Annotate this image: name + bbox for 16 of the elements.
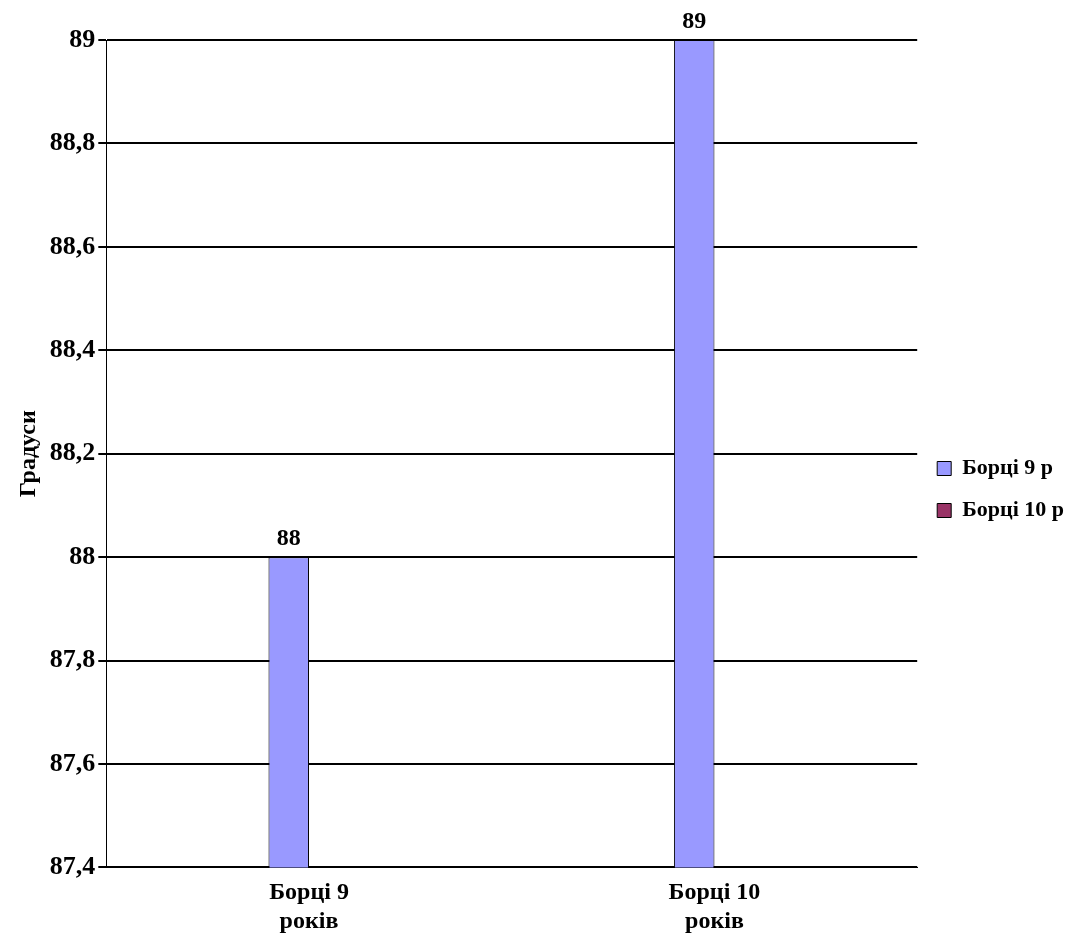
y-tick-label: 88,6 (49, 230, 96, 260)
y-tick-label: 89 (69, 23, 96, 53)
y-tick-label: 88 (69, 540, 96, 570)
data-label: 88 (276, 524, 301, 551)
y-tick-label: 87,8 (49, 644, 96, 674)
data-label: 89 (682, 7, 707, 34)
y-tick-label: 87,6 (49, 747, 96, 777)
x-tick-label: Борці 9 років (269, 878, 349, 933)
legend-label: Борці 10 р (962, 496, 1065, 522)
y-tick-label: 88,8 (49, 127, 96, 157)
y-tick-label: 88,4 (49, 333, 96, 363)
x-tick-label: Борці 10 років (668, 878, 761, 933)
legend-label: Борці 9 р (962, 454, 1054, 480)
y-tick-label: 88,2 (49, 437, 96, 467)
y-axis-title: Градуси (13, 410, 40, 498)
y-tick-label: 87,4 (49, 851, 96, 881)
